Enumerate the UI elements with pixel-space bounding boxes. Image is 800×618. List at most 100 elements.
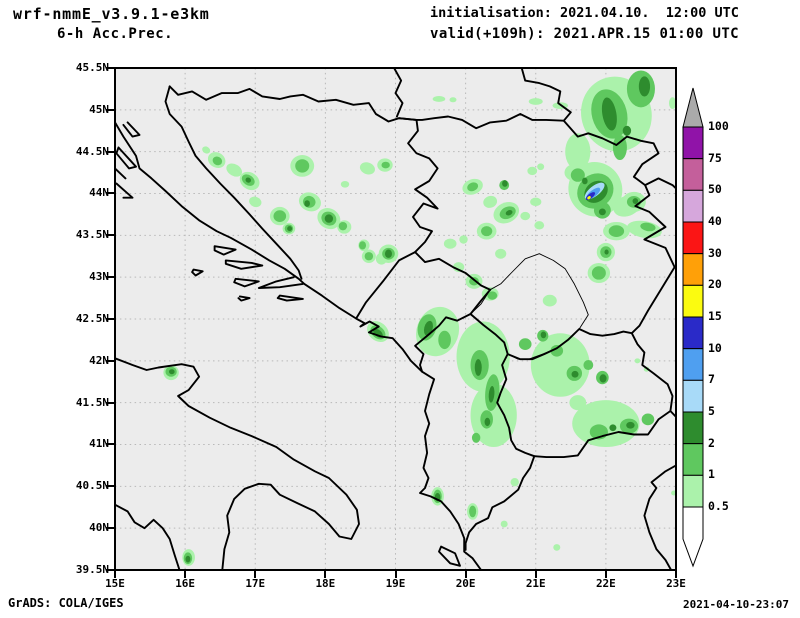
precip-cell — [550, 344, 564, 357]
y-axis-tick — [106, 443, 115, 446]
precip-cell — [528, 98, 543, 105]
precip-cell — [295, 159, 310, 173]
precip-cell — [609, 424, 617, 432]
precip-cell — [530, 197, 542, 207]
precip-cell — [359, 162, 375, 175]
valid-time-line: valid(+109h): 2021.APR.15 01:00 UTC — [430, 26, 740, 42]
precip-cell — [273, 210, 287, 222]
colorbar-segment — [682, 284, 704, 318]
y-axis-label: 41N — [89, 437, 109, 451]
precip-cell — [500, 520, 508, 528]
precip-cell — [583, 359, 594, 371]
x-axis-tick — [324, 571, 327, 578]
x-axis-label: 17E — [245, 577, 266, 590]
precip-cell — [471, 432, 481, 443]
graticule — [115, 68, 676, 570]
precip-cell — [287, 226, 293, 232]
x-axis-tick — [254, 571, 257, 578]
precip-cell — [601, 97, 617, 131]
precip-cell — [443, 238, 457, 249]
y-axis-tick — [106, 234, 115, 237]
legend-label: 2 — [708, 435, 715, 450]
thin-borders — [470, 253, 589, 360]
y-axis-label: 40N — [89, 521, 109, 535]
precip-cell — [474, 359, 482, 376]
precip-cell — [469, 277, 479, 286]
legend-label: 7 — [708, 372, 715, 387]
x-axis-label: 18E — [315, 577, 336, 590]
x-axis-label: 19E — [385, 577, 406, 590]
x-axis-tick — [114, 571, 116, 578]
y-axis-tick — [106, 317, 115, 320]
precip-cell — [612, 134, 627, 161]
precip-cell — [634, 358, 641, 364]
precip-cell — [622, 125, 632, 136]
y-axis-tick — [106, 108, 115, 111]
legend-label: 10 — [708, 340, 722, 355]
y-axis-tick — [106, 192, 115, 195]
model-title: wrf-nmmE_v3.9.1-e3km — [13, 5, 210, 23]
precip-cell — [340, 180, 350, 188]
y-axis-label: 41.5N — [75, 395, 109, 409]
y-axis-tick — [106, 527, 115, 530]
precip-cell — [470, 383, 517, 448]
x-axis-tick — [464, 571, 467, 578]
y-axis-tick — [106, 67, 115, 69]
precip-cell — [381, 161, 390, 169]
colorbar-segment — [682, 253, 704, 286]
legend-label: 30 — [708, 245, 722, 260]
precipitation-map — [115, 68, 676, 570]
precip-cell — [540, 331, 547, 339]
creation-timestamp: 2021-04-10-23:07 — [683, 598, 789, 611]
precip-cell — [553, 544, 561, 551]
y-axis-label: 44.5N — [75, 144, 109, 158]
precip-cell — [202, 146, 211, 154]
precip-cell — [453, 262, 465, 273]
precip-cell — [599, 374, 607, 383]
precip-cell — [212, 156, 223, 166]
colorbar-segment — [682, 189, 704, 223]
colorbar-segment — [682, 474, 704, 508]
precip-cell — [364, 252, 374, 261]
precip-cell — [571, 370, 579, 378]
y-axis-tick — [106, 485, 115, 488]
x-axis-label: 23E — [666, 577, 686, 590]
colorbar-segment — [682, 221, 704, 255]
legend-label: 15 — [708, 309, 722, 323]
legend-label: 40 — [708, 214, 722, 228]
x-axis-label: 22E — [595, 577, 616, 590]
precip-cell — [505, 210, 513, 216]
precip-cell — [487, 291, 498, 300]
y-axis-tick — [106, 276, 115, 279]
x-axis-tick — [394, 571, 397, 578]
precip-cell — [542, 294, 557, 307]
y-axis-label: 42N — [89, 353, 109, 367]
y-axis-tick — [106, 150, 115, 153]
legend-label: 0.5 — [708, 499, 729, 513]
y-axis-label: 43N — [89, 270, 109, 284]
colorbar-segment — [682, 379, 704, 413]
x-axis-tick — [675, 571, 677, 578]
precip-cell — [632, 198, 639, 204]
x-axis-tick — [534, 571, 537, 578]
precip-cell — [510, 477, 519, 487]
y-axis-label: 40.5N — [75, 479, 109, 493]
precip-cell — [591, 266, 606, 280]
x-axis-label: 21E — [525, 577, 546, 590]
precip-cell — [459, 235, 468, 244]
legend-label: 5 — [708, 404, 715, 418]
precip-cell — [481, 226, 493, 237]
precip-cell — [668, 97, 676, 109]
y-axis-label: 43.5N — [75, 228, 109, 242]
legend-label: 20 — [708, 277, 722, 292]
colorbar-top-cap — [682, 87, 704, 128]
precip-cell — [384, 249, 392, 258]
precip-cell — [530, 333, 590, 397]
precipitation-shading — [163, 70, 676, 566]
precip-cell — [537, 163, 545, 171]
y-axis-label: 45N — [89, 102, 109, 116]
precip-cell — [438, 330, 451, 350]
precip-cell — [467, 182, 479, 192]
colorbar-bottom-cap — [682, 506, 704, 568]
colorbar-segment — [682, 348, 704, 381]
